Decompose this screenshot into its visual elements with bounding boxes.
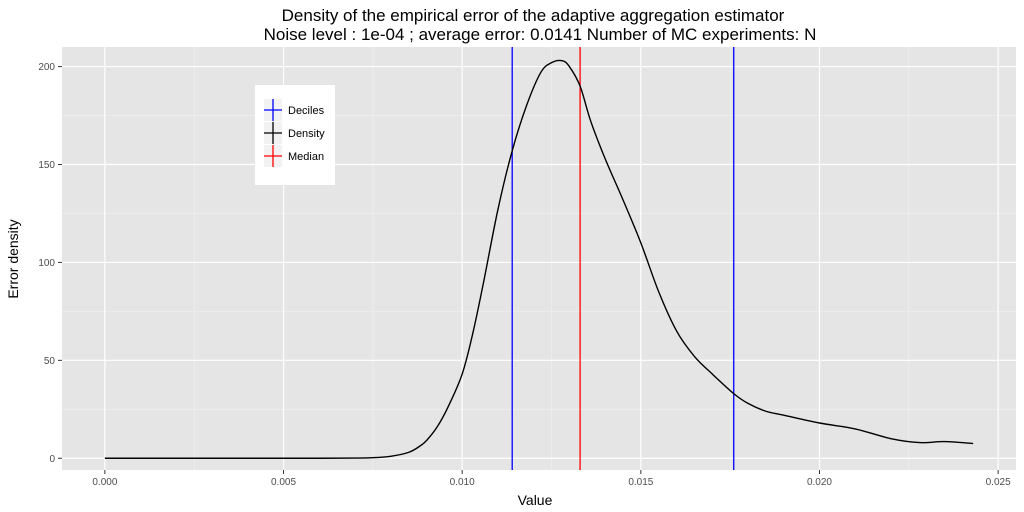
x-axis-title: Value [518,492,553,508]
x-tick-label: 0.010 [450,477,475,488]
y-tick-label: 0 [49,454,55,465]
y-tick-label: 100 [38,258,55,269]
legend-label: Median [288,151,324,163]
chart-subtitle: Noise level : 1e-04 ; average error: 0.0… [264,25,817,44]
decile-median-lines [511,47,735,470]
x-axis: 0.000 0.005 0.010 0.015 0.020 0.025 [92,470,1011,488]
y-tick-label: 50 [44,356,56,367]
legend-item: Median [264,145,324,167]
legend-item: Density [264,122,325,144]
density-series [104,59,974,459]
plot-panel [62,47,1016,470]
chart-title: Density of the empirical error of the ad… [282,6,785,25]
y-axis: 0 50 100 150 200 [38,62,62,465]
x-tick-label: 0.025 [986,477,1011,488]
x-tick-label: 0.020 [807,477,832,488]
y-tick-label: 150 [38,160,55,171]
y-axis-title: Error density [5,219,21,298]
legend-label: Deciles [288,105,325,117]
legend: Deciles Density Median [255,85,335,185]
y-tick-label: 200 [38,62,55,73]
x-tick-label: 0.015 [628,477,653,488]
legend-item: Deciles [264,99,325,121]
x-tick-label: 0.005 [271,477,296,488]
density-curve [104,59,974,459]
legend-label: Density [288,128,325,140]
x-tick-label: 0.000 [92,477,117,488]
